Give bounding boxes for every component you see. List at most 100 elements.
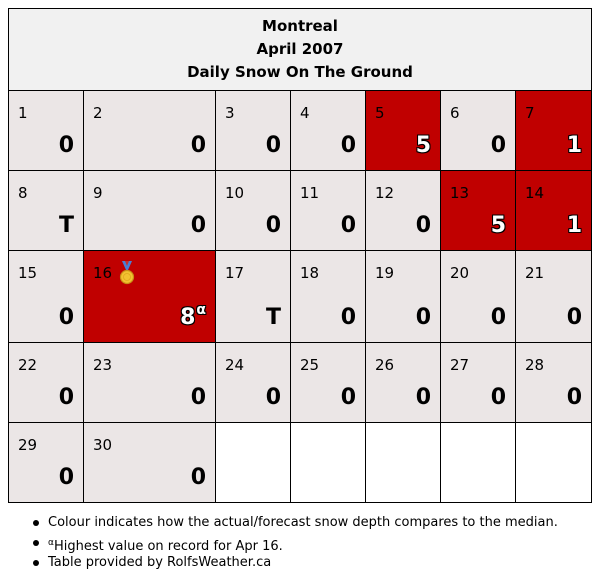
- day-cell: 18 0: [290, 250, 366, 343]
- note-record-marker: α: [48, 538, 54, 548]
- calendar-week-row: 22 0 23 0 24 0 25 0 26 0 27 0 28 0: [8, 342, 592, 423]
- day-number: 2: [93, 104, 103, 122]
- day-number: 21: [525, 264, 545, 282]
- day-number: 12: [375, 184, 395, 202]
- day-number: 6: [450, 104, 460, 122]
- snow-depth-value: 1: [567, 213, 582, 238]
- snow-depth-value: 0: [491, 385, 506, 410]
- snow-depth-value: 0: [416, 213, 431, 238]
- snow-depth-number: 0: [58, 133, 74, 158]
- day-cell: 10 0: [215, 170, 291, 251]
- snow-depth-value: 0: [59, 305, 74, 330]
- period-title: April 2007: [256, 40, 344, 58]
- snow-depth-number: 5: [490, 213, 506, 238]
- snow-depth-value: 0: [491, 305, 506, 330]
- snow-depth-value: 0: [59, 385, 74, 410]
- snow-depth-number: 0: [340, 213, 356, 238]
- snow-depth-value: 0: [59, 133, 74, 158]
- snow-depth-number: 0: [490, 305, 506, 330]
- day-number: 23: [93, 356, 113, 374]
- snow-depth-number: 0: [415, 385, 431, 410]
- calendar-week-row: 29 0 30 0: [8, 422, 592, 503]
- day-number: 28: [525, 356, 545, 374]
- note-provider-text: Table provided by RolfsWeather.ca: [48, 555, 272, 570]
- day-number: 11: [300, 184, 320, 202]
- snow-depth-value: 8α: [180, 302, 206, 330]
- snow-depth-number: 0: [190, 465, 206, 490]
- snow-depth-value: 5: [491, 213, 506, 238]
- note-record: αHighest value on record for Apr 16.: [33, 533, 558, 554]
- snow-depth-value: 0: [567, 305, 582, 330]
- day-cell: 27 0: [440, 342, 516, 423]
- snow-depth-number: 0: [265, 133, 281, 158]
- snow-depth-number: 0: [58, 305, 74, 330]
- day-cell: 19 0: [365, 250, 441, 343]
- snow-depth-number: 0: [58, 385, 74, 410]
- empty-day-cell: [440, 422, 516, 503]
- day-number: 13: [450, 184, 470, 202]
- day-cell: 21 0: [515, 250, 592, 343]
- day-number: 29: [18, 436, 38, 454]
- day-cell: 22 0: [8, 342, 84, 423]
- day-number: 7: [525, 104, 535, 122]
- note-provider: Table provided by RolfsWeather.ca: [33, 553, 558, 573]
- day-number: 16: [93, 264, 113, 282]
- snow-depth-number: T: [265, 305, 281, 330]
- snow-depth-value: 0: [59, 465, 74, 490]
- snow-depth-value: 1: [567, 133, 582, 158]
- day-number: 24: [225, 356, 245, 374]
- chart-subtitle: Daily Snow On The Ground: [187, 63, 413, 81]
- day-number: 17: [225, 264, 245, 282]
- snow-depth-value: 0: [341, 385, 356, 410]
- snow-depth-value: 0: [341, 133, 356, 158]
- day-cell: 29 0: [8, 422, 84, 503]
- day-cell: 26 0: [365, 342, 441, 423]
- calendar-week-row: 8 T 9 0 10 0 11 0 12 0 13 5 14 1: [8, 170, 592, 251]
- snow-depth-number: 0: [58, 465, 74, 490]
- day-number: 30: [93, 436, 113, 454]
- snow-depth-value: 5: [416, 133, 431, 158]
- day-number: 14: [525, 184, 545, 202]
- day-cell: 14 1: [515, 170, 592, 251]
- snow-depth-value: 0: [341, 305, 356, 330]
- snow-depth-number: 0: [340, 133, 356, 158]
- calendar-week-row: 15 0 16 8α 17 T 18 0 19 0 20 0 21 0: [8, 250, 592, 343]
- day-cell: 30 0: [83, 422, 216, 503]
- snow-depth-number: 0: [340, 385, 356, 410]
- snow-depth-value: 0: [416, 305, 431, 330]
- empty-day-cell: [215, 422, 291, 503]
- day-number: 9: [93, 184, 103, 202]
- day-cell: 28 0: [515, 342, 592, 423]
- city-title: Montreal: [262, 17, 338, 35]
- day-cell: 13 5: [440, 170, 516, 251]
- snow-depth-number: 0: [566, 385, 582, 410]
- day-number: 19: [375, 264, 395, 282]
- day-cell: 11 0: [290, 170, 366, 251]
- snow-depth-value: 0: [567, 385, 582, 410]
- snow-calendar-table: Montreal April 2007 Daily Snow On The Gr…: [8, 8, 592, 503]
- empty-day-cell: [515, 422, 592, 503]
- day-number: 1: [18, 104, 28, 122]
- snow-depth-value: 0: [191, 465, 206, 490]
- snow-depth-number: 5: [415, 133, 431, 158]
- day-cell: 20 0: [440, 250, 516, 343]
- snow-depth-number: 0: [415, 213, 431, 238]
- snow-depth-value: 0: [266, 385, 281, 410]
- day-cell: 17 T: [215, 250, 291, 343]
- day-cell: 23 0: [83, 342, 216, 423]
- snow-depth-number: 0: [566, 305, 582, 330]
- day-number: 3: [225, 104, 235, 122]
- snow-depth-value: T: [59, 213, 74, 238]
- calendar-header: Montreal April 2007 Daily Snow On The Gr…: [8, 8, 592, 91]
- gold-medal-icon: [119, 261, 135, 285]
- note-colour: Colour indicates how the actual/forecast…: [33, 513, 558, 533]
- note-colour-text: Colour indicates how the actual/forecast…: [48, 515, 558, 530]
